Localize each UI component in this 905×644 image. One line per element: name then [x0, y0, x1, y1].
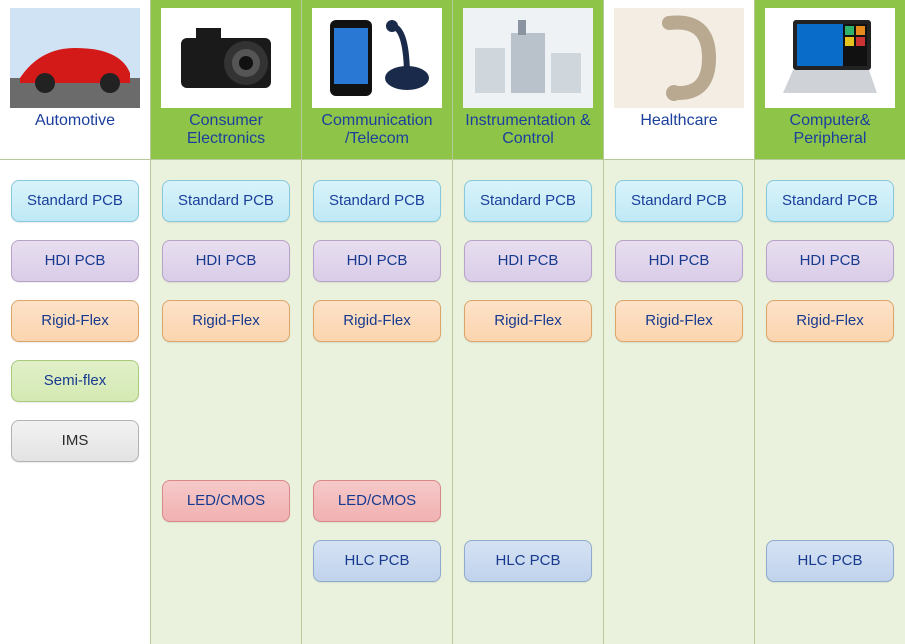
red-sports-car-image: [10, 8, 140, 108]
column-telecom: Communication /Telecom Standard PCB HDI PC…: [302, 0, 453, 644]
row-led_cmos: [10, 480, 140, 522]
row-hdi_pcb: HDI PCB: [614, 240, 744, 282]
pill-rigid_flex: Rigid-Flex: [766, 300, 894, 342]
laptop-image: [765, 8, 895, 108]
row-hdi_pcb: HDI PCB: [161, 240, 291, 282]
pill-rigid_flex: Rigid-Flex: [313, 300, 441, 342]
smartphone-and-headset-image: [312, 8, 442, 108]
column-instrumentation: Instrumentation & Control Standard PCB HDI…: [453, 0, 604, 644]
hearing-aid-image: [614, 8, 744, 108]
row-led_cmos: [463, 480, 593, 522]
column-header: Automotive: [0, 0, 150, 160]
row-semi_flex: [463, 360, 593, 402]
row-rigid_flex: Rigid-Flex: [161, 300, 291, 342]
pill-hdi_pcb: HDI PCB: [11, 240, 139, 282]
pill-standard_pcb: Standard PCB: [11, 180, 139, 222]
column-healthcare: Healthcare Standard PCB HDI PCB Rigid-Flex: [604, 0, 755, 644]
column-body: Standard PCB HDI PCB Rigid-Flex LED/CMOS HLC…: [302, 160, 452, 644]
pill-hdi_pcb: HDI PCB: [766, 240, 894, 282]
pill-standard_pcb: Standard PCB: [162, 180, 290, 222]
row-ims: [312, 420, 442, 462]
row-standard_pcb: Standard PCB: [765, 180, 895, 222]
column-title: Consumer Electronics: [155, 112, 297, 149]
row-rigid_flex: Rigid-Flex: [463, 300, 593, 342]
column-header: Healthcare: [604, 0, 754, 160]
industrial-equipment-image: [463, 8, 593, 108]
pill-standard_pcb: Standard PCB: [766, 180, 894, 222]
row-standard_pcb: Standard PCB: [312, 180, 442, 222]
column-header: Computer& Peripheral: [755, 0, 905, 160]
pill-hlc_pcb: HLC PCB: [766, 540, 894, 582]
row-rigid_flex: Rigid-Flex: [614, 300, 744, 342]
pill-hlc_pcb: HLC PCB: [313, 540, 441, 582]
pill-semi_flex: Semi-flex: [11, 360, 139, 402]
column-header: Communication /Telecom: [302, 0, 452, 160]
column-title: Computer& Peripheral: [759, 112, 901, 149]
pill-hlc_pcb: HLC PCB: [464, 540, 592, 582]
row-hlc_pcb: [10, 540, 140, 582]
pill-hdi_pcb: HDI PCB: [313, 240, 441, 282]
row-ims: [161, 420, 291, 462]
pill-hdi_pcb: HDI PCB: [615, 240, 743, 282]
pill-led_cmos: LED/CMOS: [313, 480, 441, 522]
row-ims: [614, 420, 744, 462]
row-ims: [765, 420, 895, 462]
row-led_cmos: [765, 480, 895, 522]
column-header: Consumer Electronics: [151, 0, 301, 160]
row-semi_flex: [312, 360, 442, 402]
column-automotive: AutomotiveStandard PCBHDI PCBRigid-FlexS…: [0, 0, 151, 644]
row-hdi_pcb: HDI PCB: [312, 240, 442, 282]
column-body: Standard PCB HDI PCB Rigid-Flex: [604, 160, 754, 644]
row-standard_pcb: Standard PCB: [10, 180, 140, 222]
matrix-grid: AutomotiveStandard PCBHDI PCBRigid-FlexS…: [0, 0, 905, 644]
pill-standard_pcb: Standard PCB: [464, 180, 592, 222]
pill-rigid_flex: Rigid-Flex: [615, 300, 743, 342]
row-hlc_pcb: HLC PCB: [312, 540, 442, 582]
column-body: Standard PCB HDI PCB Rigid-Flex HLC PCB: [453, 160, 603, 644]
row-rigid_flex: Rigid-Flex: [765, 300, 895, 342]
pill-hdi_pcb: HDI PCB: [162, 240, 290, 282]
row-semi_flex: [161, 360, 291, 402]
column-body: Standard PCB HDI PCB Rigid-Flex LED/CMOS: [151, 160, 301, 644]
column-header: Instrumentation & Control: [453, 0, 603, 160]
pill-led_cmos: LED/CMOS: [162, 480, 290, 522]
row-led_cmos: LED/CMOS: [161, 480, 291, 522]
column-body: Standard PCB HDI PCB Rigid-Flex Semi-flex IM…: [0, 160, 150, 644]
column-title: Healthcare: [640, 112, 717, 130]
pill-rigid_flex: Rigid-Flex: [464, 300, 592, 342]
row-semi_flex: Semi-flex: [10, 360, 140, 402]
row-semi_flex: [614, 360, 744, 402]
pill-standard_pcb: Standard PCB: [615, 180, 743, 222]
row-rigid_flex: Rigid-Flex: [312, 300, 442, 342]
row-ims: IMS: [10, 420, 140, 462]
column-computer: Computer& Peripheral Standard PCB HDI PCB R…: [755, 0, 905, 644]
column-consumer: Consumer Electronics Standard PCB HDI PCB R…: [151, 0, 302, 644]
row-standard_pcb: Standard PCB: [463, 180, 593, 222]
column-title: Communication /Telecom: [306, 112, 448, 149]
row-led_cmos: LED/CMOS: [312, 480, 442, 522]
pill-rigid_flex: Rigid-Flex: [162, 300, 290, 342]
pill-rigid_flex: Rigid-Flex: [11, 300, 139, 342]
column-body: Standard PCB HDI PCB Rigid-Flex HLC PCB: [755, 160, 905, 644]
row-hdi_pcb: HDI PCB: [765, 240, 895, 282]
row-hlc_pcb: HLC PCB: [765, 540, 895, 582]
row-hlc_pcb: HLC PCB: [463, 540, 593, 582]
row-ims: [463, 420, 593, 462]
row-led_cmos: [614, 480, 744, 522]
row-standard_pcb: Standard PCB: [161, 180, 291, 222]
row-semi_flex: [765, 360, 895, 402]
mirrorless-camera-image: [161, 8, 291, 108]
row-standard_pcb: Standard PCB: [614, 180, 744, 222]
pill-standard_pcb: Standard PCB: [313, 180, 441, 222]
row-hlc_pcb: [614, 540, 744, 582]
pill-hdi_pcb: HDI PCB: [464, 240, 592, 282]
column-title: Automotive: [35, 112, 115, 130]
column-title: Instrumentation & Control: [457, 112, 599, 149]
pill-ims: IMS: [11, 420, 139, 462]
row-hdi_pcb: HDI PCB: [10, 240, 140, 282]
row-hlc_pcb: [161, 540, 291, 582]
row-hdi_pcb: HDI PCB: [463, 240, 593, 282]
row-rigid_flex: Rigid-Flex: [10, 300, 140, 342]
